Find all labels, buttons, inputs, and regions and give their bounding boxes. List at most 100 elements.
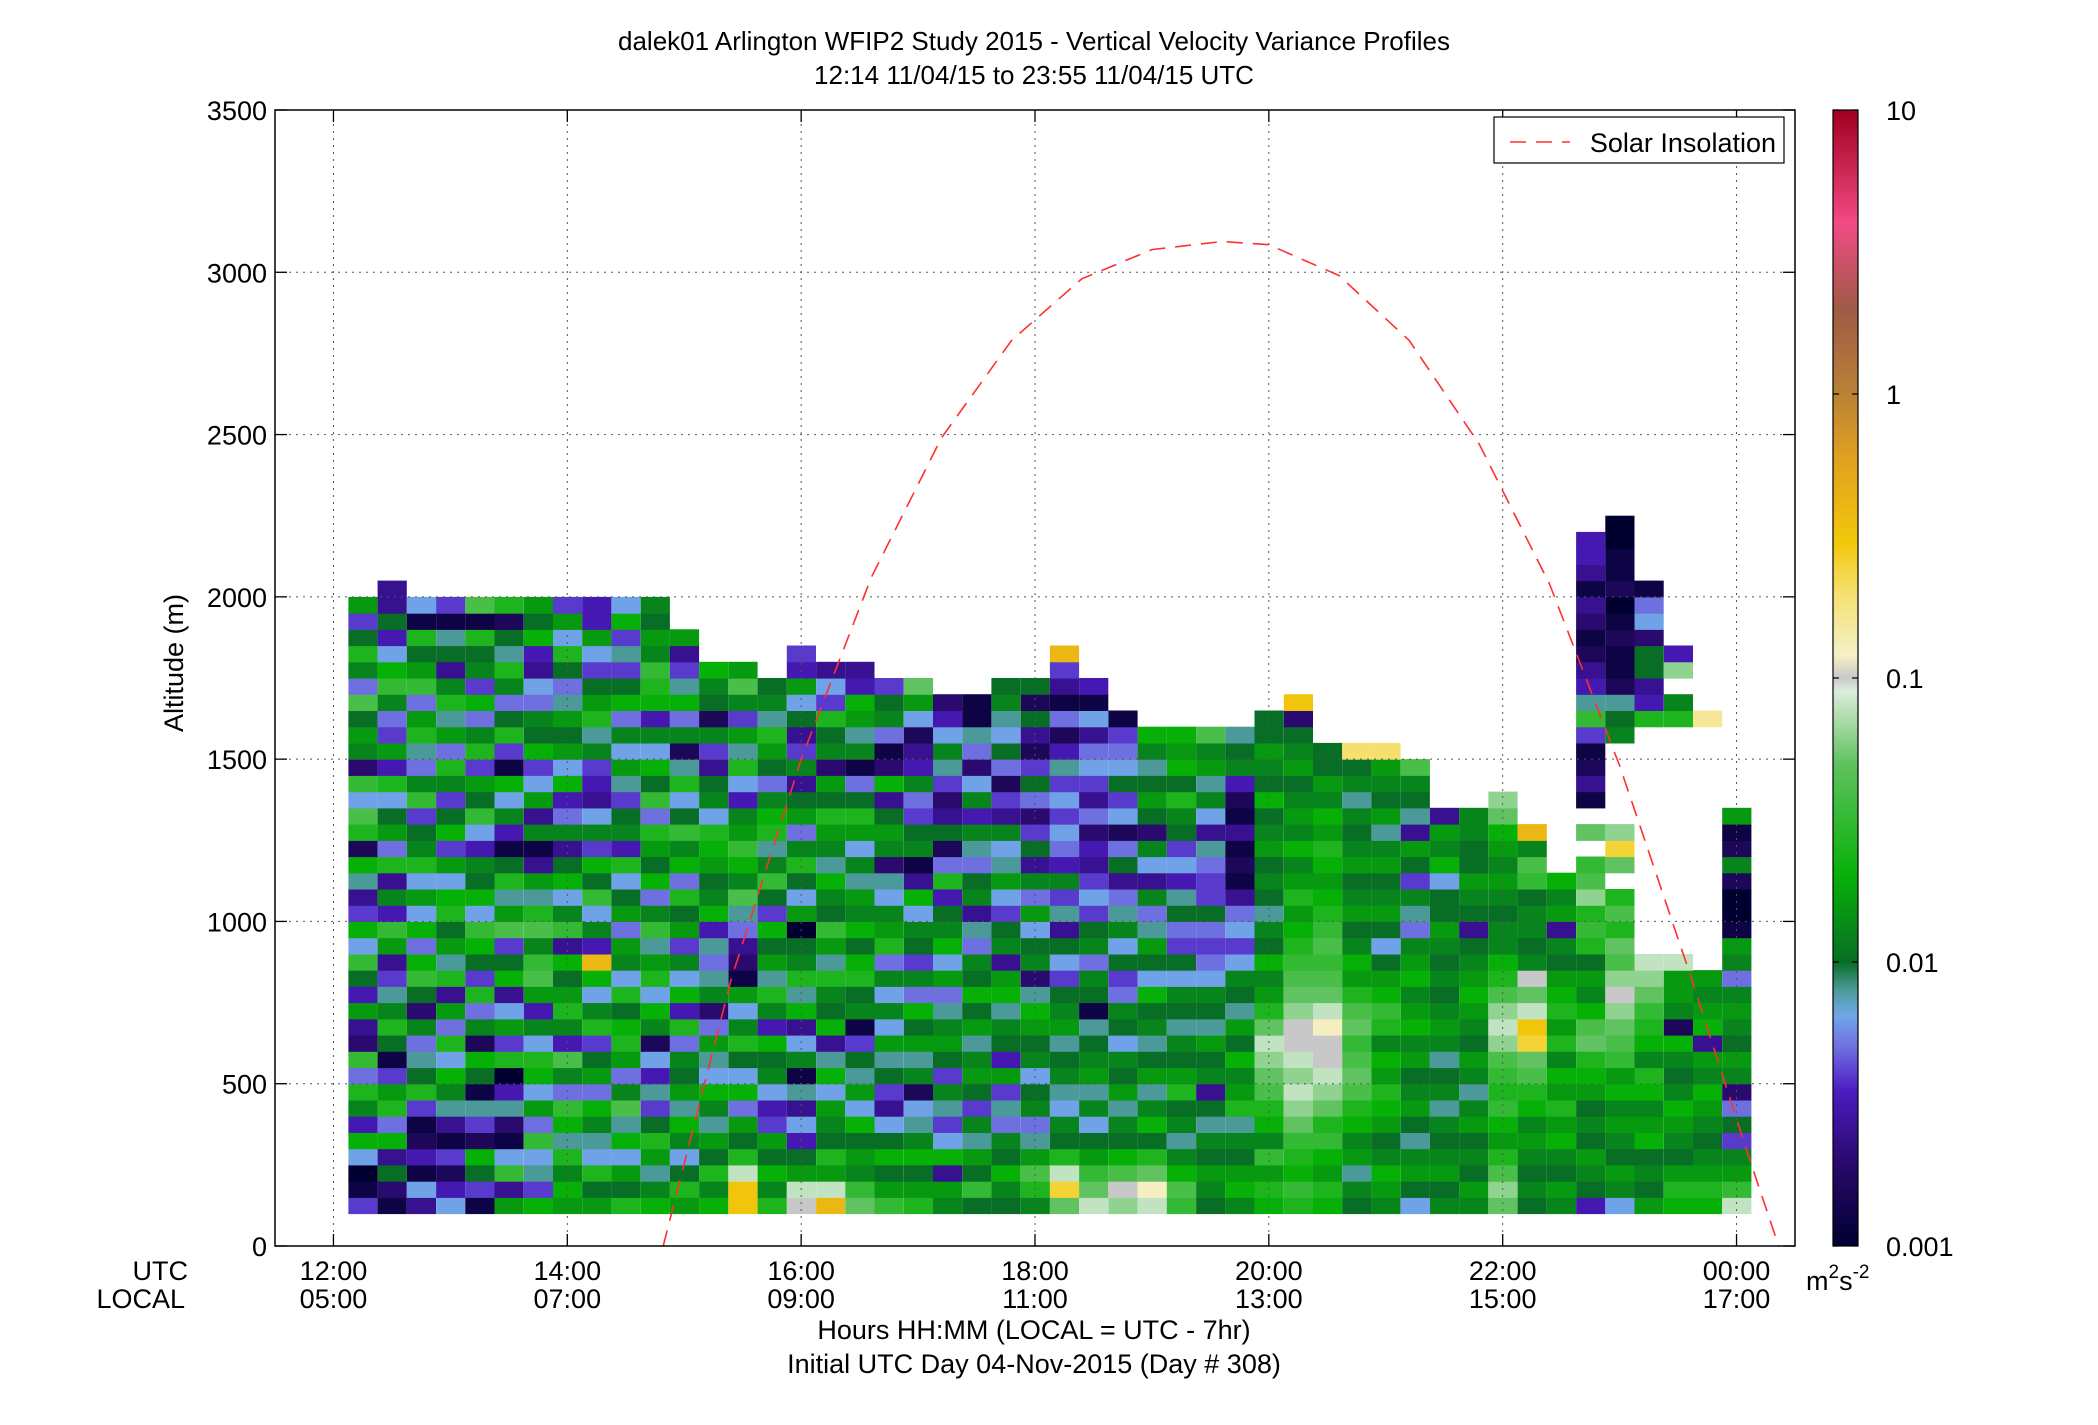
heatmap-cell	[494, 1181, 524, 1198]
heatmap-cell	[1400, 1002, 1430, 1020]
heatmap-cell	[640, 1035, 670, 1052]
heatmap-cell	[1196, 1181, 1226, 1198]
heatmap-cell	[465, 1197, 495, 1215]
heatmap-cell	[377, 645, 407, 663]
heatmap-cell	[874, 1181, 904, 1198]
heatmap-cell	[903, 742, 933, 760]
heatmap-cell	[436, 791, 466, 809]
heatmap-cell	[1371, 1164, 1401, 1182]
heatmap-cell	[874, 791, 904, 809]
heatmap-cell	[582, 613, 612, 630]
heatmap-cell	[757, 921, 787, 939]
heatmap-cell	[1166, 872, 1196, 890]
heatmap-cell	[553, 889, 583, 906]
heatmap-cell	[348, 970, 378, 987]
heatmap-cell	[1371, 889, 1401, 906]
heatmap-cell	[786, 1035, 816, 1052]
heatmap-cell	[1576, 1197, 1606, 1215]
heatmap-cell	[728, 1181, 758, 1198]
heatmap-cell	[699, 937, 729, 955]
heatmap-cell	[991, 710, 1021, 728]
heatmap-cell	[816, 824, 846, 841]
heatmap-cell	[406, 807, 436, 825]
x-tick-label-utc: 00:00	[1703, 1256, 1771, 1286]
x-tick-label-utc: 12:00	[300, 1256, 368, 1286]
heatmap-cell	[1108, 970, 1138, 987]
heatmap-cell	[1429, 986, 1460, 1004]
heatmap-cell	[933, 726, 963, 744]
heatmap-cell	[1634, 678, 1664, 695]
heatmap-cell	[903, 986, 933, 1004]
heatmap-cell	[406, 710, 436, 728]
heatmap-cell	[933, 970, 963, 987]
heatmap-cell	[1429, 1132, 1460, 1150]
heatmap-cell	[1020, 1164, 1050, 1182]
heatmap-cell	[1166, 1116, 1196, 1133]
heatmap-cell	[1722, 1099, 1752, 1117]
heatmap-cell	[991, 807, 1021, 825]
heatmap-cell	[1196, 759, 1226, 776]
heatmap-cell	[1634, 1051, 1664, 1069]
heatmap-cell	[465, 1132, 495, 1150]
heatmap-cell	[845, 807, 875, 825]
heatmap-cell	[1693, 1181, 1723, 1198]
heatmap-cell	[816, 1035, 846, 1052]
heatmap-cell	[1049, 872, 1080, 890]
heatmap-cell	[699, 694, 729, 711]
heatmap-cell	[1722, 1148, 1752, 1166]
heatmap-cell	[816, 1181, 846, 1198]
heatmap-cell	[611, 921, 641, 939]
heatmap-cell	[523, 937, 553, 955]
x-tick-label-local: 11:00	[1002, 1284, 1068, 1314]
heatmap-cell	[406, 759, 436, 776]
heatmap-cell	[494, 775, 524, 793]
heatmap-cell	[1663, 1116, 1693, 1133]
heatmap-cell	[991, 1116, 1021, 1133]
heatmap-cell	[1313, 807, 1343, 825]
heatmap-cell	[523, 1083, 553, 1101]
heatmap-cell	[845, 742, 875, 760]
heatmap-cell	[465, 1083, 495, 1101]
heatmap-cell	[406, 1181, 436, 1198]
heatmap-cell	[1576, 564, 1606, 582]
heatmap-cell	[1079, 1132, 1109, 1150]
heatmap-cell	[465, 661, 495, 679]
heatmap-cell	[669, 710, 700, 728]
heatmap-cell	[845, 921, 875, 939]
heatmap-cell	[874, 1116, 904, 1133]
colorbar-unit: m2s-2	[1806, 1262, 1869, 1296]
heatmap-cell	[933, 791, 963, 809]
heatmap-cell	[582, 596, 612, 614]
heatmap-cell	[1108, 1035, 1138, 1052]
heatmap-cell	[845, 694, 875, 711]
heatmap-cell	[1576, 1035, 1606, 1052]
heatmap-cell	[1634, 953, 1664, 971]
heatmap-cell	[1634, 661, 1664, 679]
heatmap-cell	[669, 970, 700, 987]
heatmap-cell	[1313, 1132, 1343, 1150]
heatmap-cell	[1546, 937, 1576, 955]
heatmap-cell	[1576, 937, 1606, 955]
heatmap-cell	[611, 953, 641, 971]
heatmap-cell	[816, 1132, 846, 1150]
heatmap-cell	[1459, 1099, 1489, 1117]
heatmap-cell	[728, 791, 758, 809]
heatmap-cells	[348, 515, 1752, 1215]
heatmap-cell	[1342, 807, 1372, 825]
heatmap-cell	[1400, 775, 1430, 793]
heatmap-cell	[1283, 710, 1313, 728]
heatmap-cell	[436, 1132, 466, 1150]
heatmap-cell	[1313, 953, 1343, 971]
heatmap-cell	[669, 1083, 700, 1101]
heatmap-cell	[1166, 921, 1196, 939]
heatmap-cell	[1371, 986, 1401, 1004]
heatmap-cell	[757, 759, 787, 776]
heatmap-cell	[1693, 1035, 1723, 1052]
heatmap-cell	[1576, 580, 1606, 598]
heatmap-cell	[1429, 1018, 1460, 1036]
heatmap-cell	[1137, 742, 1167, 760]
heatmap-cell	[1020, 791, 1050, 809]
heatmap-cell	[1342, 1051, 1372, 1069]
heatmap-cell	[1079, 1002, 1109, 1020]
heatmap-cell	[436, 1067, 466, 1085]
